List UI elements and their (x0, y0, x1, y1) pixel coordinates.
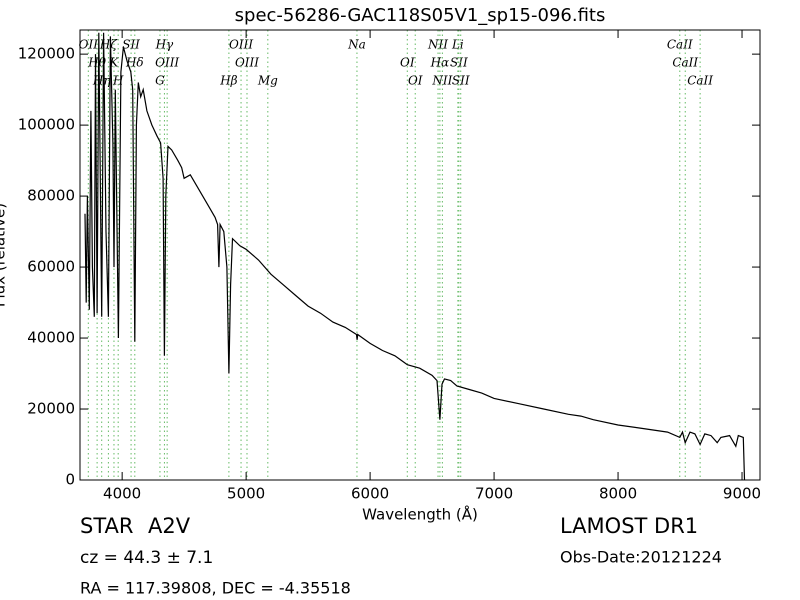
marker-label: Na (347, 38, 366, 52)
y-tick-label: 120000 (18, 45, 75, 63)
marker-label: G (155, 74, 165, 88)
redshift: cz = 44.3 ± 7.1 (80, 548, 213, 568)
x-tick-label: 6000 (351, 485, 389, 503)
x-tick-label: 8000 (599, 485, 637, 503)
y-tick-label: 40000 (27, 329, 75, 347)
y-tick-label: 20000 (27, 400, 75, 418)
spectrum-line (84, 32, 746, 480)
marker-label: CaII (672, 56, 698, 70)
marker-label: Hδ (125, 56, 144, 70)
y-axis-label: Flux (relative) (0, 203, 9, 307)
x-tick-label: 4000 (103, 485, 141, 503)
y-tick-label: 100000 (18, 116, 75, 134)
marker-label: SII (452, 74, 470, 88)
chart-title: spec-56286-GAC118S05V1_sp15-096.fits (235, 5, 606, 26)
x-tick-label: 5000 (227, 485, 265, 503)
marker-label: Hζ (99, 38, 118, 52)
plot-frame (79, 29, 761, 481)
object-class: STAR (80, 514, 133, 538)
marker-label: Li (451, 38, 464, 52)
marker-label: NII (431, 74, 452, 88)
marker-label: OII (79, 38, 99, 52)
marker-label: Hγ (155, 38, 174, 52)
marker-label: SII (122, 38, 140, 52)
marker-label: Hη (92, 74, 111, 88)
y-tick-label: 0 (65, 471, 75, 489)
y-tick-label: 60000 (27, 258, 75, 276)
x-axis-label: Wavelength (Å) (362, 505, 478, 524)
marker-label: Mg (257, 74, 278, 88)
marker-label: H (112, 74, 124, 88)
x-tick-label: 7000 (475, 485, 513, 503)
marker-label: OIII (155, 56, 179, 70)
marker-label: NII (427, 38, 448, 52)
subclass: A2V (148, 514, 191, 538)
y-tick-label: 80000 (27, 187, 75, 205)
marker-label: OI (400, 56, 415, 70)
marker-label: SII (450, 56, 468, 70)
marker-label: Hβ (219, 74, 237, 88)
coordinates: RA = 117.39808, DEC = -4.35518 (80, 579, 351, 598)
marker-label: OIII (229, 38, 253, 52)
obs-date: Obs-Date:20121224 (560, 548, 722, 567)
marker-label: OIII (235, 56, 259, 70)
marker-label: CaII (687, 74, 713, 88)
survey: LAMOST DR1 (560, 514, 698, 538)
marker-label: OI (408, 74, 423, 88)
x-tick-label: 9000 (723, 485, 761, 503)
marker-label: Hα (430, 56, 450, 70)
marker-label: CaII (667, 38, 693, 52)
marker-label: K (108, 56, 119, 70)
